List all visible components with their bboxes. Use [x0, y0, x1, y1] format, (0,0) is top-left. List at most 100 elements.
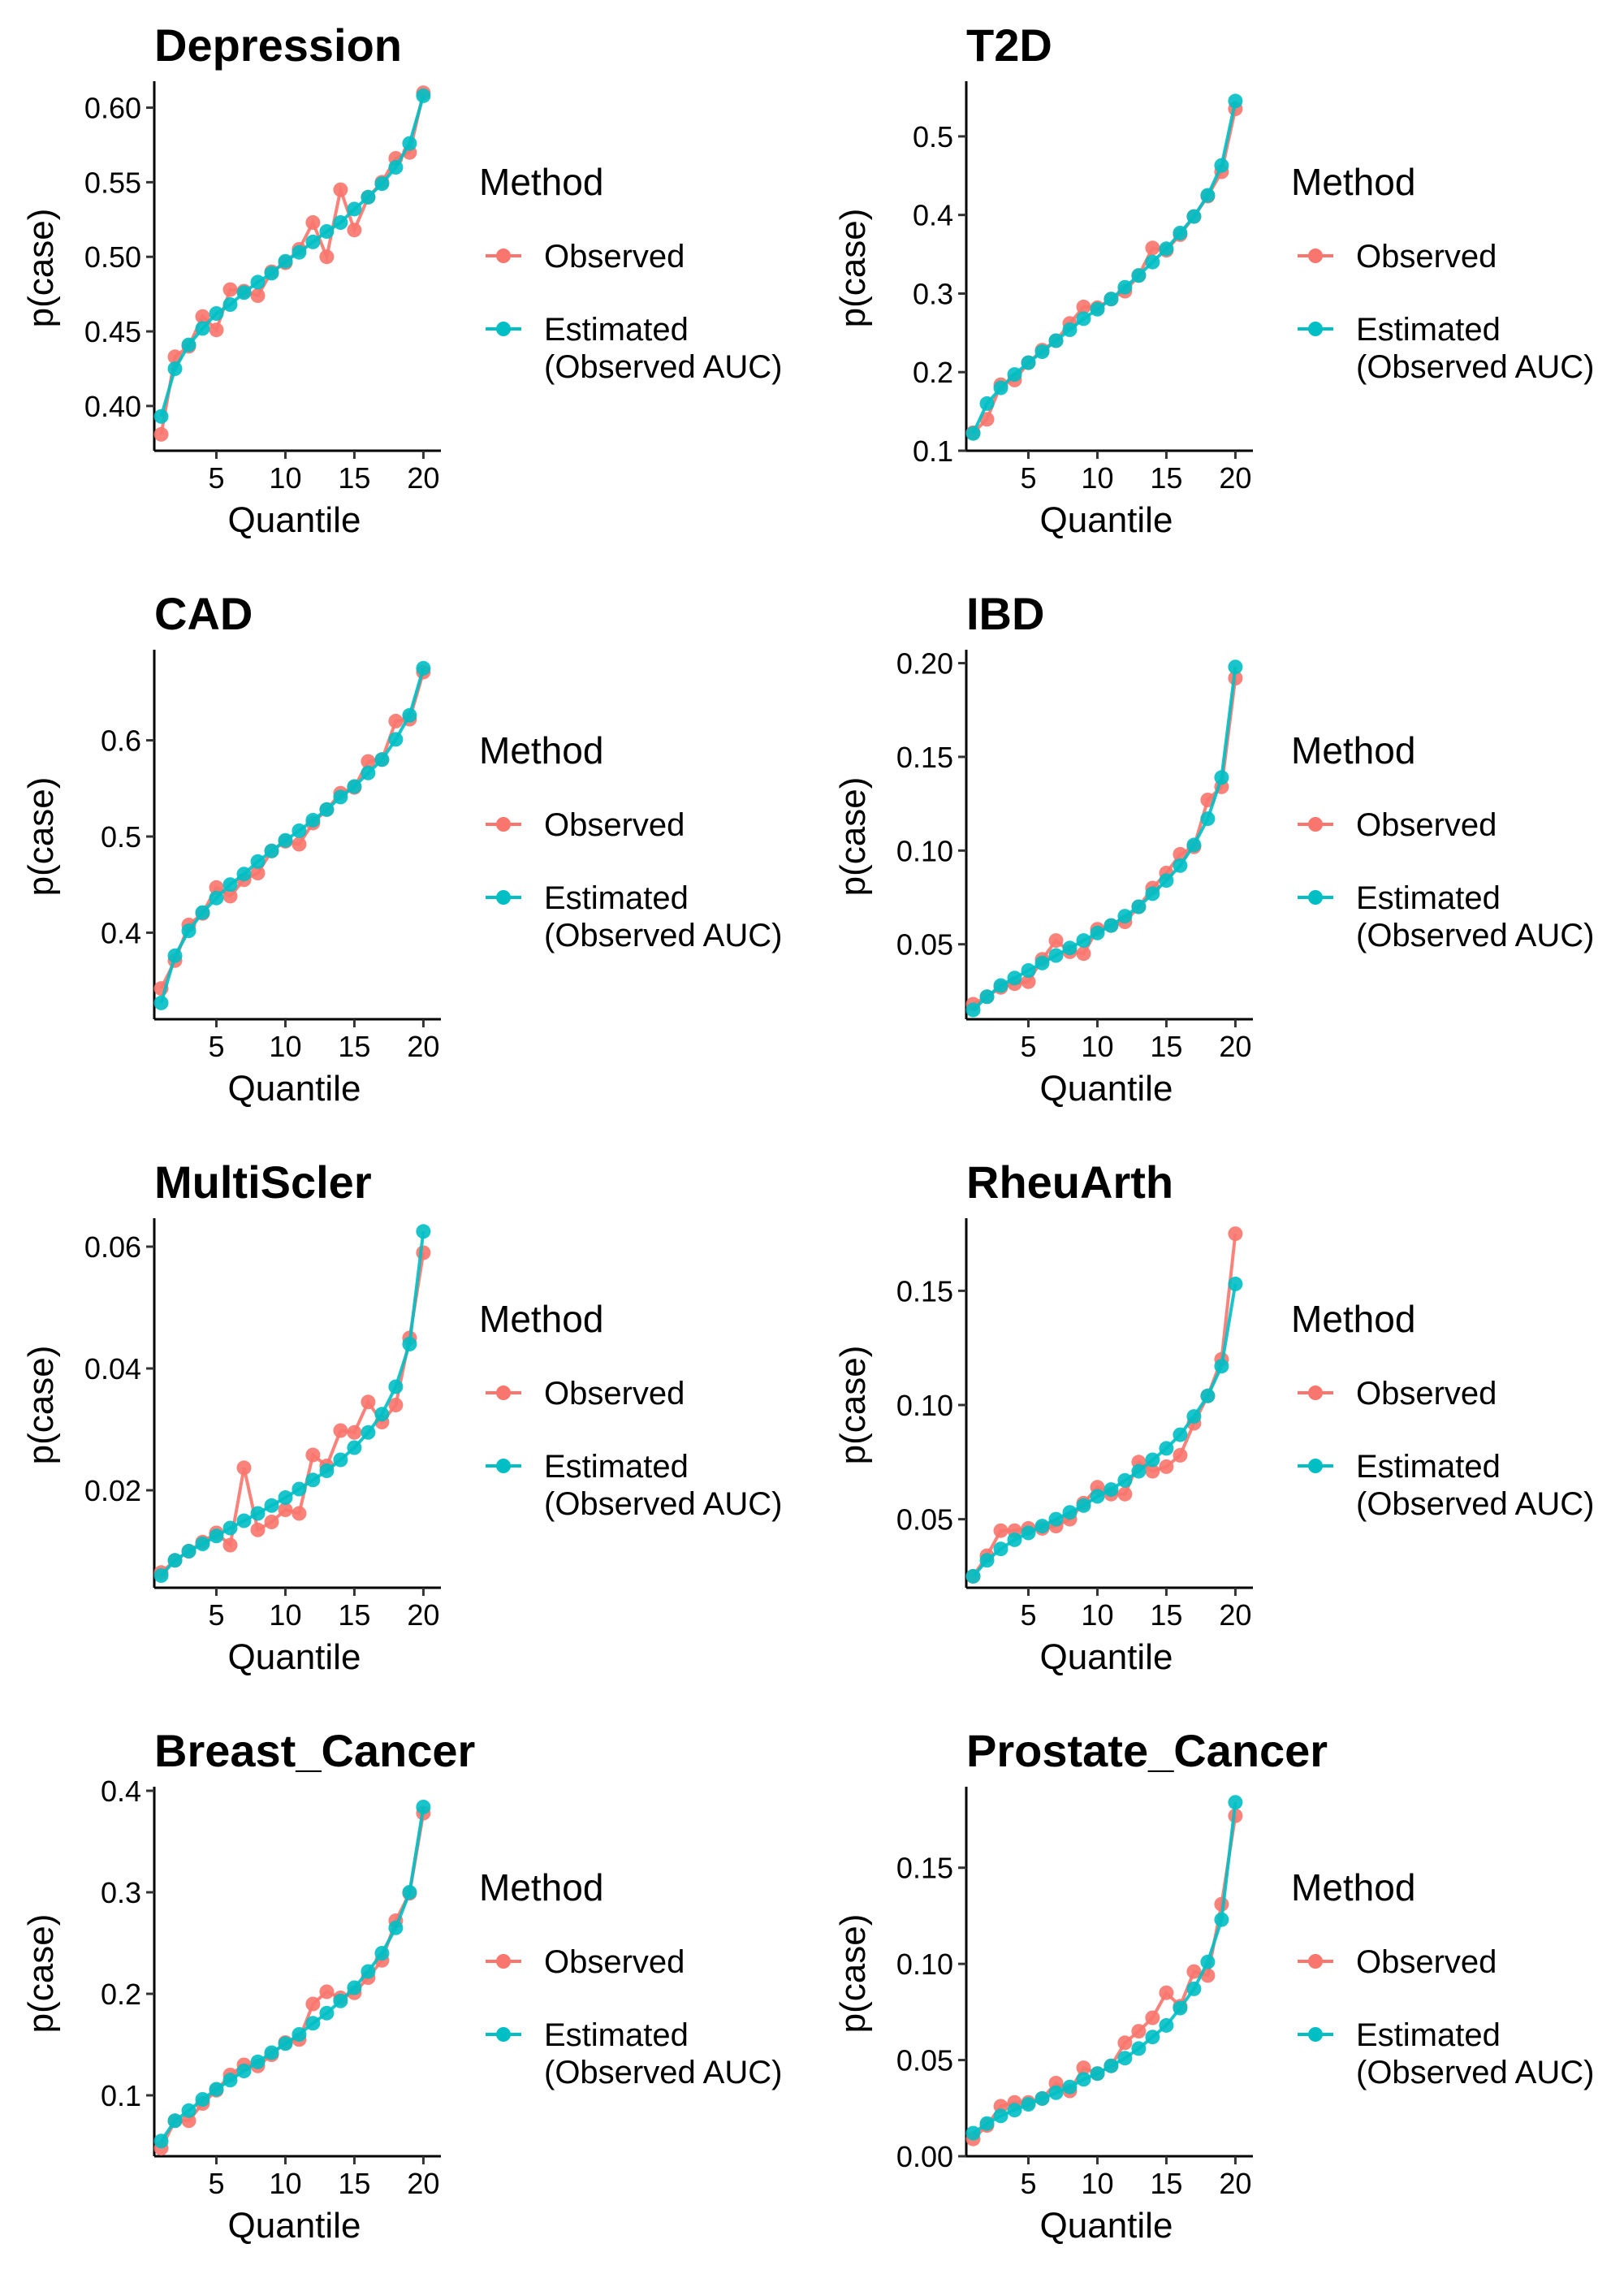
x-axis-label: Quantile [228, 2206, 361, 2246]
x-tick-label: 15 [338, 2167, 370, 2200]
chart-panel-4: IBD 0.05 0.10 0.15 0.20 5 10 15 20 Quantile p(case… [833, 588, 1594, 1109]
legend: Method Observed Estimated(Observed AUC) [1291, 1298, 1594, 1522]
x-tick-label: 5 [208, 461, 224, 495]
data-point-estimated [416, 88, 431, 103]
x-tick-label: 10 [269, 1598, 301, 1632]
data-point-estimated [374, 176, 390, 192]
data-point-estimated [1021, 1525, 1036, 1541]
chart-panel-7: Breast_Cancer 0.1 0.2 0.3 0.4 5 10 15 20 Quantile… [21, 1725, 782, 2246]
y-tick-label: 0.3 [913, 277, 953, 310]
data-point-estimated [402, 707, 417, 723]
legend-label-estimated-auc: (Observed AUC) [544, 2055, 782, 2090]
legend-label-estimated-auc: (Observed AUC) [544, 1486, 782, 1522]
data-point-estimated [264, 266, 279, 281]
data-point-estimated [222, 877, 238, 893]
data-point-estimated [1007, 971, 1022, 986]
data-point-estimated [292, 823, 307, 838]
data-point-estimated [236, 867, 252, 882]
data-point-estimated [1186, 1981, 1202, 1996]
data-point-observed [993, 1523, 1009, 1538]
data-point-estimated [1021, 355, 1036, 370]
data-point-estimated [222, 297, 238, 312]
legend-key-point-observed [1308, 1386, 1323, 1400]
data-point-estimated [388, 1379, 404, 1394]
y-tick-label: 0.05 [896, 928, 953, 962]
data-point-observed [319, 249, 335, 265]
legend: Method Observed Estimated(Observed AUC) [479, 1298, 782, 1522]
chart-title: RheuArth [966, 1156, 1173, 1208]
data-point-estimated [181, 2103, 197, 2118]
chart-title: Depression [154, 19, 402, 71]
legend-label-estimated-auc: (Observed AUC) [1356, 1486, 1594, 1522]
legend-key-point-observed [1308, 817, 1323, 832]
data-point-estimated [1117, 279, 1133, 295]
legend-label-estimated: Estimated [544, 312, 689, 348]
chart-panel-8: Prostate_Cancer 0.00 0.05 0.10 0.15 5 10 15 20 Qu… [833, 1725, 1594, 2246]
data-point-estimated [319, 2005, 335, 2021]
legend-label-observed: Observed [544, 1376, 685, 1412]
data-point-estimated [416, 1800, 431, 1814]
y-axis-label: p(case) [21, 1914, 61, 2034]
legend-label-estimated: Estimated [1356, 2017, 1501, 2053]
x-tick-label: 10 [269, 461, 301, 495]
data-point-estimated [1117, 1472, 1133, 1488]
data-point-estimated [979, 2116, 995, 2131]
legend-label-estimated-auc: (Observed AUC) [1356, 2055, 1594, 2090]
legend: Method Observed Estimated(Observed AUC) [1291, 161, 1594, 385]
legend-key-point-observed [496, 817, 511, 832]
data-point-observed [1048, 933, 1064, 949]
data-point-observed [979, 412, 995, 427]
data-point-estimated [181, 1544, 197, 1559]
data-point-estimated [361, 1964, 376, 1979]
x-tick-label: 20 [1219, 1030, 1251, 1063]
data-point-estimated [1076, 933, 1091, 949]
data-point-estimated [236, 2064, 252, 2078]
data-point-estimated [1145, 1452, 1160, 1468]
data-point-observed [361, 754, 376, 769]
chart-title: T2D [966, 19, 1052, 71]
legend-title: Method [1291, 1866, 1415, 1909]
legend-label-estimated: Estimated [1356, 312, 1501, 348]
data-point-estimated [153, 1568, 169, 1583]
data-point-estimated [1076, 1498, 1091, 1513]
data-point-estimated [979, 989, 995, 1005]
y-tick-label: 0.10 [896, 1948, 953, 1981]
data-point-estimated [1076, 2072, 1091, 2087]
data-point-estimated [1214, 770, 1229, 785]
y-tick-label: 0.2 [913, 356, 953, 389]
data-point-estimated [209, 1528, 224, 1544]
data-point-estimated [1021, 963, 1036, 978]
y-tick-label: 0.02 [84, 1474, 141, 1507]
data-point-estimated [1186, 1409, 1202, 1424]
data-point-observed [1145, 2010, 1160, 2025]
y-tick-label: 0.05 [896, 1503, 953, 1537]
data-point-estimated [167, 948, 183, 963]
legend: Method Observed Estimated(Observed AUC) [479, 161, 782, 385]
data-point-observed [1117, 2035, 1133, 2051]
y-axis-label: p(case) [833, 777, 873, 897]
data-point-estimated [374, 1946, 390, 1961]
x-tick-label: 5 [208, 2167, 224, 2200]
data-point-estimated [1145, 886, 1160, 901]
legend-key-point-estimated [496, 1459, 511, 1473]
data-point-estimated [965, 426, 981, 441]
data-point-observed [1131, 2024, 1147, 2039]
data-point-observed [1076, 299, 1091, 314]
data-point-estimated [1145, 254, 1160, 270]
y-tick-label: 0.15 [896, 741, 953, 774]
legend-label-observed: Observed [544, 807, 685, 843]
legend: Method Observed Estimated(Observed AUC) [479, 729, 782, 953]
data-point-estimated [416, 1224, 431, 1239]
data-point-estimated [209, 2082, 224, 2097]
data-point-estimated [1173, 2000, 1188, 2016]
y-axis-label: p(case) [833, 1346, 873, 1465]
legend-label-observed: Observed [544, 1944, 685, 1980]
data-point-observed [250, 288, 266, 303]
data-point-estimated [1228, 1795, 1243, 1810]
data-point-estimated [1007, 2103, 1022, 2118]
data-point-observed [222, 1537, 238, 1553]
x-tick-label: 10 [269, 2167, 301, 2200]
data-point-estimated [388, 732, 404, 747]
data-point-estimated [153, 2133, 169, 2149]
data-point-estimated [1200, 188, 1216, 203]
